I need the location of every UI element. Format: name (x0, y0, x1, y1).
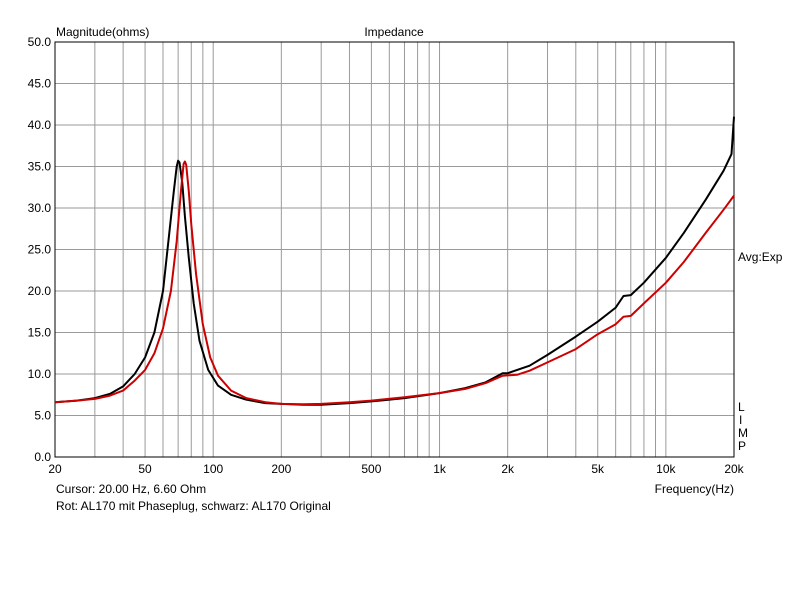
lim-letter-p: P (738, 439, 746, 453)
y-tick-label: 10.0 (28, 367, 52, 381)
y-tick-label: 40.0 (28, 118, 52, 132)
y-tick-label: 0.0 (34, 450, 51, 464)
x-axis-label: Frequency(Hz) (655, 482, 734, 496)
y-axis-label: Magnitude(ohms) (56, 25, 149, 39)
x-tick-label: 20 (48, 462, 62, 476)
x-tick-labels: 20 50 100 200 500 1k 2k 5k 10k 20k (48, 462, 744, 476)
x-tick-label: 50 (138, 462, 152, 476)
x-tick-label: 20k (724, 462, 744, 476)
y-tick-label: 30.0 (28, 201, 52, 215)
chart-title: Impedance (364, 25, 424, 39)
y-tick-labels: 0.0 5.0 10.0 15.0 20.0 25.0 30.0 35.0 40.0 45.0 50… (28, 35, 52, 464)
legend-caption: Rot: AL170 mit Phaseplug, schwarz: AL170… (56, 499, 331, 513)
x-tick-label: 2k (501, 462, 515, 476)
y-tick-label: 15.0 (28, 326, 52, 340)
series-group (54, 116, 735, 406)
x-tick-label: 5k (591, 462, 605, 476)
x-tick-label: 1k (433, 462, 447, 476)
lim-letter-m: M (738, 426, 748, 440)
x-tick-label: 10k (656, 462, 676, 476)
avg-exp-label: Avg:Exp (738, 250, 783, 264)
cursor-readout: Cursor: 20.00 Hz, 6.60 Ohm (56, 482, 206, 496)
lim-letter-l: L (738, 400, 745, 414)
y-tick-label: 35.0 (28, 160, 52, 174)
y-tick-label: 20.0 (28, 284, 52, 298)
y-tick-label: 25.0 (28, 243, 52, 257)
plot-frame (54, 41, 735, 458)
x-tick-label: 500 (361, 462, 381, 476)
series-line-2 (54, 160, 735, 406)
y-tick-label: 45.0 (28, 77, 52, 91)
x-tick-label: 100 (203, 462, 223, 476)
y-tick-label: 50.0 (28, 35, 52, 49)
y-tick-label: 5.0 (34, 409, 51, 423)
x-tick-label: 200 (271, 462, 291, 476)
lim-letter-i: I (739, 413, 742, 427)
